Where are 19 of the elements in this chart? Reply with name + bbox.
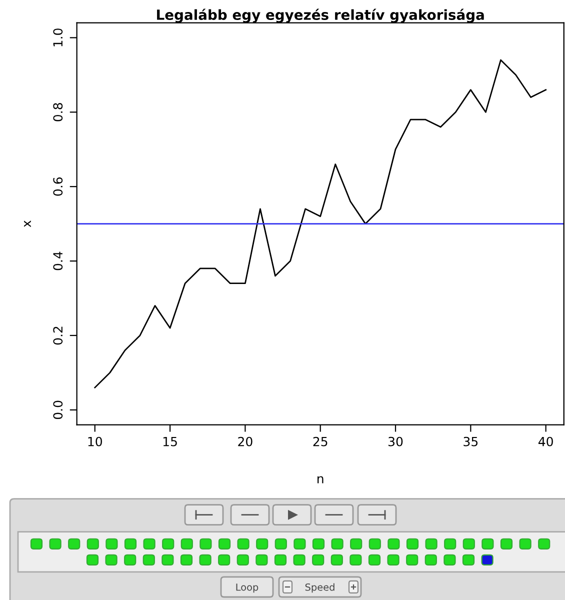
chart-title: Legalább egy egyezés relatív gyakorisága	[157, 8, 484, 23]
y-tick-label: 1.0	[53, 28, 63, 46]
x-tick-label: 35	[464, 436, 478, 446]
y-axis-title: x	[24, 220, 31, 228]
line-series	[94, 59, 547, 388]
x-axis-title: n	[318, 476, 324, 484]
y-tick-label: 0.0	[53, 400, 63, 420]
x-tick-label: 25	[313, 436, 328, 446]
x-tick-label: 15	[163, 436, 177, 446]
text: Speed	[305, 583, 334, 593]
y-tick-label: 0.8	[53, 103, 63, 122]
y-tick-label: 0.6	[53, 177, 63, 196]
x-tick-label: 30	[388, 436, 403, 446]
y-tick-label: 0.4	[53, 252, 63, 270]
x-tick-label: 20	[238, 436, 252, 446]
x-tick-label: 10	[88, 436, 102, 446]
text: Loop	[236, 584, 258, 593]
x-tick-label: 40	[538, 436, 553, 446]
y-tick-label: 0.2	[53, 326, 63, 345]
